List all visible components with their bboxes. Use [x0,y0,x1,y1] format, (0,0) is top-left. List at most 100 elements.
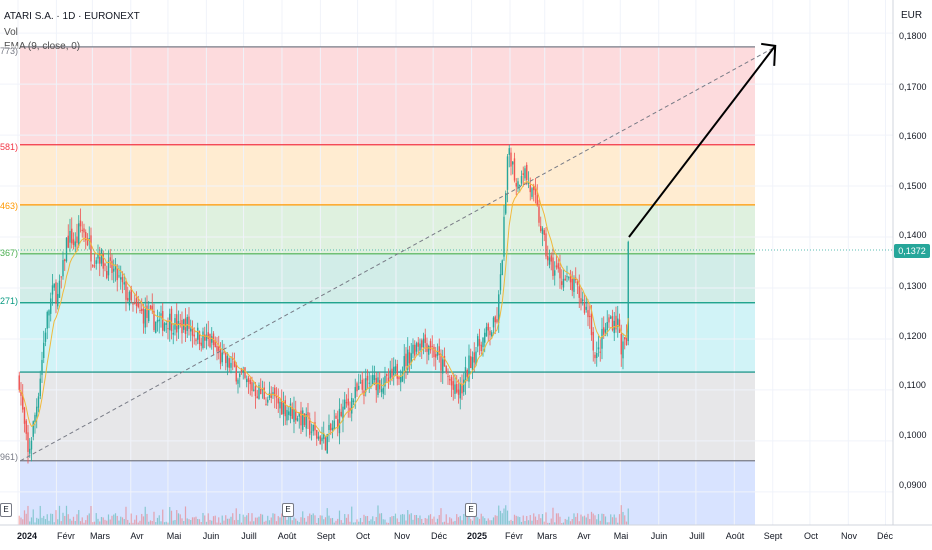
volume-bar [373,521,376,525]
candle-body [146,305,148,318]
candle-body [158,319,160,322]
volume-bar [256,517,258,525]
currency-unit[interactable]: EUR [901,10,923,21]
volume-bar [260,513,262,525]
x-tick-label: Mai [613,531,629,541]
y-tick-label: 0,1700 [899,82,927,92]
x-tick-label: Avr [130,531,144,541]
volume-bar [459,515,461,525]
candle-body [487,323,489,331]
volume-bar [463,513,465,525]
volume-bar [134,519,136,525]
trend-line[interactable] [20,46,776,462]
volume-bar [303,517,306,525]
last-price-tag: 0,1372 [894,244,930,258]
volume-bar [272,513,274,525]
y-tick-label: 0,1100 [899,380,926,390]
volume-bar [275,521,278,525]
volume-bar [39,505,41,525]
candle-body [22,394,24,410]
candle-body [260,388,262,395]
candle-body [401,371,404,382]
candle-body [209,333,211,347]
candle-body [424,334,426,343]
candle-body [503,216,505,257]
candle-body [90,235,92,262]
candle-body [366,375,369,381]
candle-body [95,260,97,264]
candle-body [128,292,131,306]
volume-bar [246,515,248,525]
fib-band [20,372,755,461]
volume-bar [132,522,134,525]
candle-body [36,406,38,417]
candle-body [198,331,201,345]
volume-bar [513,514,516,525]
symbol-title[interactable]: ATARI S.A. · 1D · EURONEXT [4,11,140,22]
candle-body [615,315,617,330]
volume-bar [90,506,92,525]
candle-body [125,281,127,300]
volume-bar [454,520,456,525]
candle-body [74,241,76,247]
volume-bar [478,518,481,525]
y-tick-label: 0,1500 [899,181,927,191]
volume-bar [597,514,600,525]
candle-body [345,402,348,404]
candle-body [550,255,552,262]
volume-bar [400,514,402,525]
fib-label-1: 581) [0,142,19,152]
earnings-badge[interactable]: E [282,503,294,517]
earnings-badge[interactable]: E [465,503,477,517]
candle-body [118,275,120,277]
candle-body [144,309,146,328]
volume-bar [554,522,556,525]
candle-body [321,437,323,442]
candle-body [510,152,512,167]
volume-bar [564,518,566,525]
candle-body [142,308,145,324]
candle-body [86,238,89,246]
candle-body [291,407,293,419]
candle-body [76,236,78,243]
volume-bar [519,517,521,525]
candle-body [396,363,398,379]
candle-body [72,239,75,245]
candle-body [391,368,393,378]
candle-body [240,368,243,373]
candle-body [603,327,605,335]
candle-body [30,440,33,450]
volume-bar [116,515,118,525]
volume-bar [298,522,300,525]
y-tick-label: 0,1600 [899,131,927,141]
candle-body [85,231,87,241]
volume-bar [155,522,157,525]
volume-bar [351,506,353,525]
ema-indicator-label[interactable]: EMA (9, close, 0) [4,41,81,52]
candle-body [268,392,271,398]
volume-bar [471,520,474,525]
candle-body [594,354,596,359]
volume-bar [573,513,575,525]
candle-body [352,400,355,402]
volume-bar [65,505,68,525]
candle-body [534,186,537,195]
volume-bar [352,522,355,525]
earnings-badge[interactable]: E [0,503,12,517]
volume-bar [188,519,190,525]
projection-arrow[interactable] [628,42,777,238]
volume-bar [604,516,607,525]
volume-bar [624,515,626,525]
candle-body [249,379,251,385]
candle-body [344,399,346,410]
volume-bar [130,513,132,525]
candle-body [135,298,138,306]
volume-bar [559,516,561,525]
volume-bar [596,519,598,525]
volume-indicator-label[interactable]: Vol [4,27,18,38]
candle-body [347,398,349,406]
x-tick-label: Févr [505,531,523,541]
candle-body [204,334,206,341]
volume-bar [137,522,139,525]
